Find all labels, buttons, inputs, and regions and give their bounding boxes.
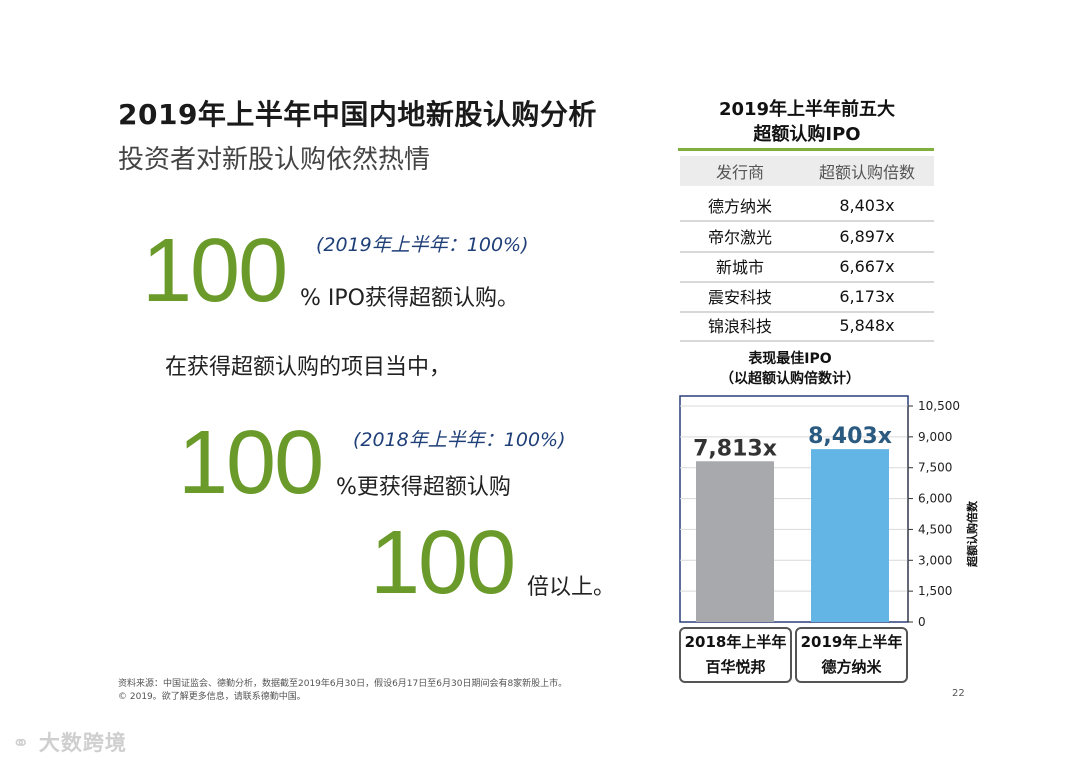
chart-y-axis-label: 超额认购倍数 [965,500,979,568]
table-row: 新城市 6,667x [680,251,934,283]
table-cell-issuer: 德方纳米 [707,197,772,216]
chart-y-tick-label: 9,000 [918,430,952,444]
table-title-line2: 超额认购IPO [753,124,861,145]
table-cell-multiple: 6,667x [839,256,895,276]
chart-data-label: 7,813x [693,436,777,461]
page-title: 2019年上半年中国内地新股认购分析 [118,98,597,131]
chart-y-tick-label: 1,500 [918,584,952,598]
stat-big-number-1: 100 [142,221,288,321]
stat-note-1: (2019年上半年：100%) [316,234,529,256]
chart-y-tick-label: 10,500 [918,399,960,413]
watermark-text: 大数跨境 [38,731,127,755]
chart-category-box-1: 2018年上半年 百华悦邦 [679,627,792,683]
chart-bar [811,449,889,622]
table-row: 震安科技 6,173x [680,281,934,313]
watermark-icon: ⚭ [12,731,31,755]
watermark-logo: ⚭ 大数跨境 [12,727,127,757]
chart-category-box-2: 2019年上半年 德方纳米 [795,627,908,683]
stat-big-number-3: 100 [370,513,516,613]
chart-y-tick-label: 3,000 [918,553,952,567]
chart-category-label: 2018年上半年 [684,633,787,651]
stat-desc-2: %更获得超额认购 [336,475,511,500]
chart-category-label: 百华悦邦 [705,658,766,676]
table-cell-multiple: 6,897x [839,226,895,246]
chart-title-line1: 表现最佳IPO [748,351,832,367]
stat-desc-1: % IPO获得超额认购。 [300,286,519,311]
stat-note-2: (2018年上半年：100%) [353,429,566,451]
chart-bar [696,461,774,622]
table-cell-issuer: 帝尔激光 [707,228,772,247]
chart-category-label: 德方纳米 [821,658,882,676]
stat-desc-3: 倍以上。 [527,575,616,600]
table-cell-multiple: 8,403x [839,195,895,215]
chart-y-tick-label: 0 [918,615,926,629]
table-row: 德方纳米 8,403x [680,190,934,222]
table-cell-issuer: 新城市 [715,258,764,277]
page-number: 22 [952,688,965,699]
page-subtitle: 投资者对新股认购依然热情 [118,145,431,175]
chart-y-tick-label: 6,000 [918,492,952,506]
stat-lead-text: 在获得超额认购的项目当中， [165,355,452,380]
table-header-issuer: 发行商 [715,163,764,182]
table-cell-issuer: 锦浪科技 [707,317,772,336]
table-cell-multiple: 6,173x [839,286,895,306]
table-header-multiple: 超额认购倍数 [818,163,915,182]
chart-data-label: 8,403x [808,424,892,449]
chart-title: 表现最佳IPO （以超额认购倍数计） [690,349,890,389]
bar-chart: 0 1,500 3,000 4,500 6,000 7,500 9,000 10,500 7,8… [679,395,979,629]
table-header: 发行商 超额认购倍数 [680,156,934,186]
footer-copyright: © 2019。欲了解更多信息，请联系德勤中国。 [118,692,306,702]
table-top-rule [678,148,934,151]
chart-y-tick-label: 7,500 [918,461,952,475]
table-row: 帝尔激光 6,897x [680,221,934,253]
chart-category-label: 2019年上半年 [800,633,903,651]
table-cell-issuer: 震安科技 [707,288,772,307]
table-title-line1: 2019年上半年前五大 [718,99,896,120]
table-title: 2019年上半年前五大 超额认购IPO [682,97,932,147]
table-row: 锦浪科技 5,848x [680,310,934,342]
chart-title-line2: （以超额认购倍数计） [720,371,860,387]
chart-y-tick-label: 4,500 [918,522,952,536]
table-cell-multiple: 5,848x [839,315,895,335]
footer-source: 资料来源：中国证监会、德勤分析，数据截至2019年6月30日，假设6月17日至6… [118,679,568,689]
stat-big-number-2: 100 [178,413,324,513]
